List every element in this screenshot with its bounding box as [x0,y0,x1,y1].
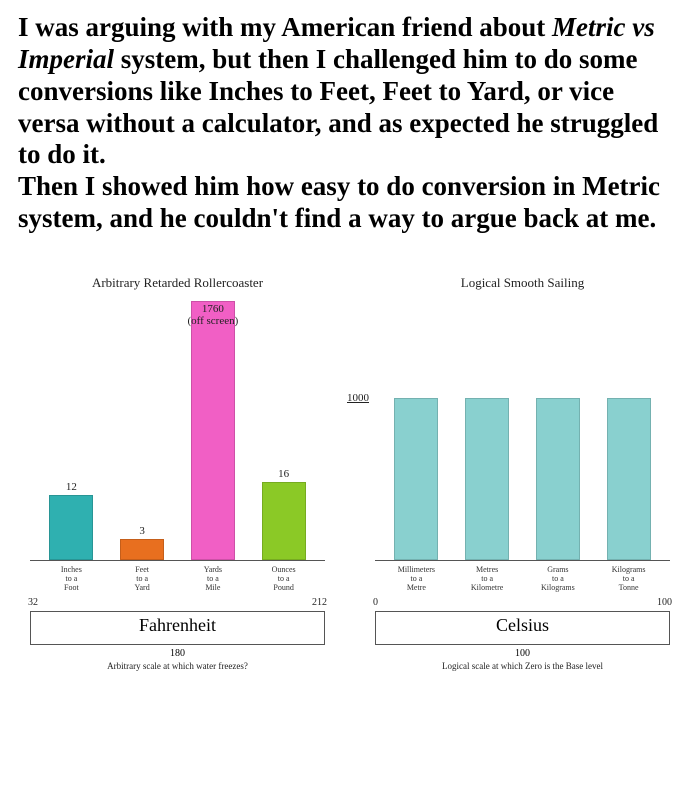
bar-rect [191,301,235,560]
intro-part1: I was arguing with my American friend ab… [18,12,552,42]
bar-value-label: 1760(off screen) [187,303,238,327]
celsius-scale: 0 100 Celsius 100 Logical scale at which… [375,611,670,671]
intro-text: I was arguing with my American friend ab… [18,12,682,235]
bar-rect [262,482,306,560]
celsius-caption: Logical scale at which Zero is the Base … [375,661,670,671]
fahrenheit-range: 180 [30,648,325,659]
celsius-range: 100 [375,648,670,659]
bar-value-label: 12 [66,481,77,493]
x-axis-label: Millimetersto aMetre [388,565,444,593]
charts-row: Arbitrary Retarded Rollercoaster 12 3 1760… [18,275,682,671]
imperial-chart-title: Arbitrary Retarded Rollercoaster [22,275,333,291]
fahrenheit-name: Fahrenheit [30,615,325,636]
metric-bar [459,301,515,560]
bar-rect [394,398,438,560]
x-axis-label: Feetto aYard [114,565,170,593]
metric-plot: 1000 [375,301,670,561]
celsius-high: 100 [657,597,672,608]
metric-bar [601,301,657,560]
bar-rect [536,398,580,560]
imperial-bar: 1760(off screen) [185,301,241,560]
imperial-bar: 16 [256,301,312,560]
bar-rect [607,398,651,560]
metric-chart-title: Logical Smooth Sailing [367,275,678,291]
fahrenheit-high: 212 [312,597,327,608]
bar-rect [465,398,509,560]
x-axis-label: Ouncesto aPound [256,565,312,593]
imperial-plot: 12 3 1760(off screen) 16 [30,301,325,561]
x-axis-label: Yardsto aMile [185,565,241,593]
celsius-name: Celsius [375,615,670,636]
bar-value-label: 16 [278,468,289,480]
metric-chart: Logical Smooth Sailing 1000 Millimeterst… [367,275,678,671]
metric-bar [530,301,586,560]
bar-rect [49,495,93,560]
x-axis-label: Gramsto aKilograms [530,565,586,593]
imperial-bar: 3 [114,301,170,560]
celsius-low: 0 [373,597,378,608]
x-axis-label: Metresto aKilometre [459,565,515,593]
bar-rect [120,539,164,560]
intro-part2: system, but then I challenged him to do … [18,44,658,170]
imperial-chart: Arbitrary Retarded Rollercoaster 12 3 1760… [22,275,333,671]
bar-value-label: 3 [139,525,145,537]
imperial-bar: 12 [43,301,99,560]
intro-part3: Then I showed him how easy to do convers… [18,171,660,233]
metric-bar [388,301,444,560]
fahrenheit-caption: Arbitrary scale at which water freezes? [30,661,325,671]
x-axis-label: Kilogramsto aTonne [601,565,657,593]
x-axis-label: Inchesto aFoot [43,565,99,593]
metric-tick-1000: 1000 [347,392,369,404]
fahrenheit-scale: 32 212 Fahrenheit 180 Arbitrary scale at… [30,611,325,671]
fahrenheit-low: 32 [28,597,38,608]
